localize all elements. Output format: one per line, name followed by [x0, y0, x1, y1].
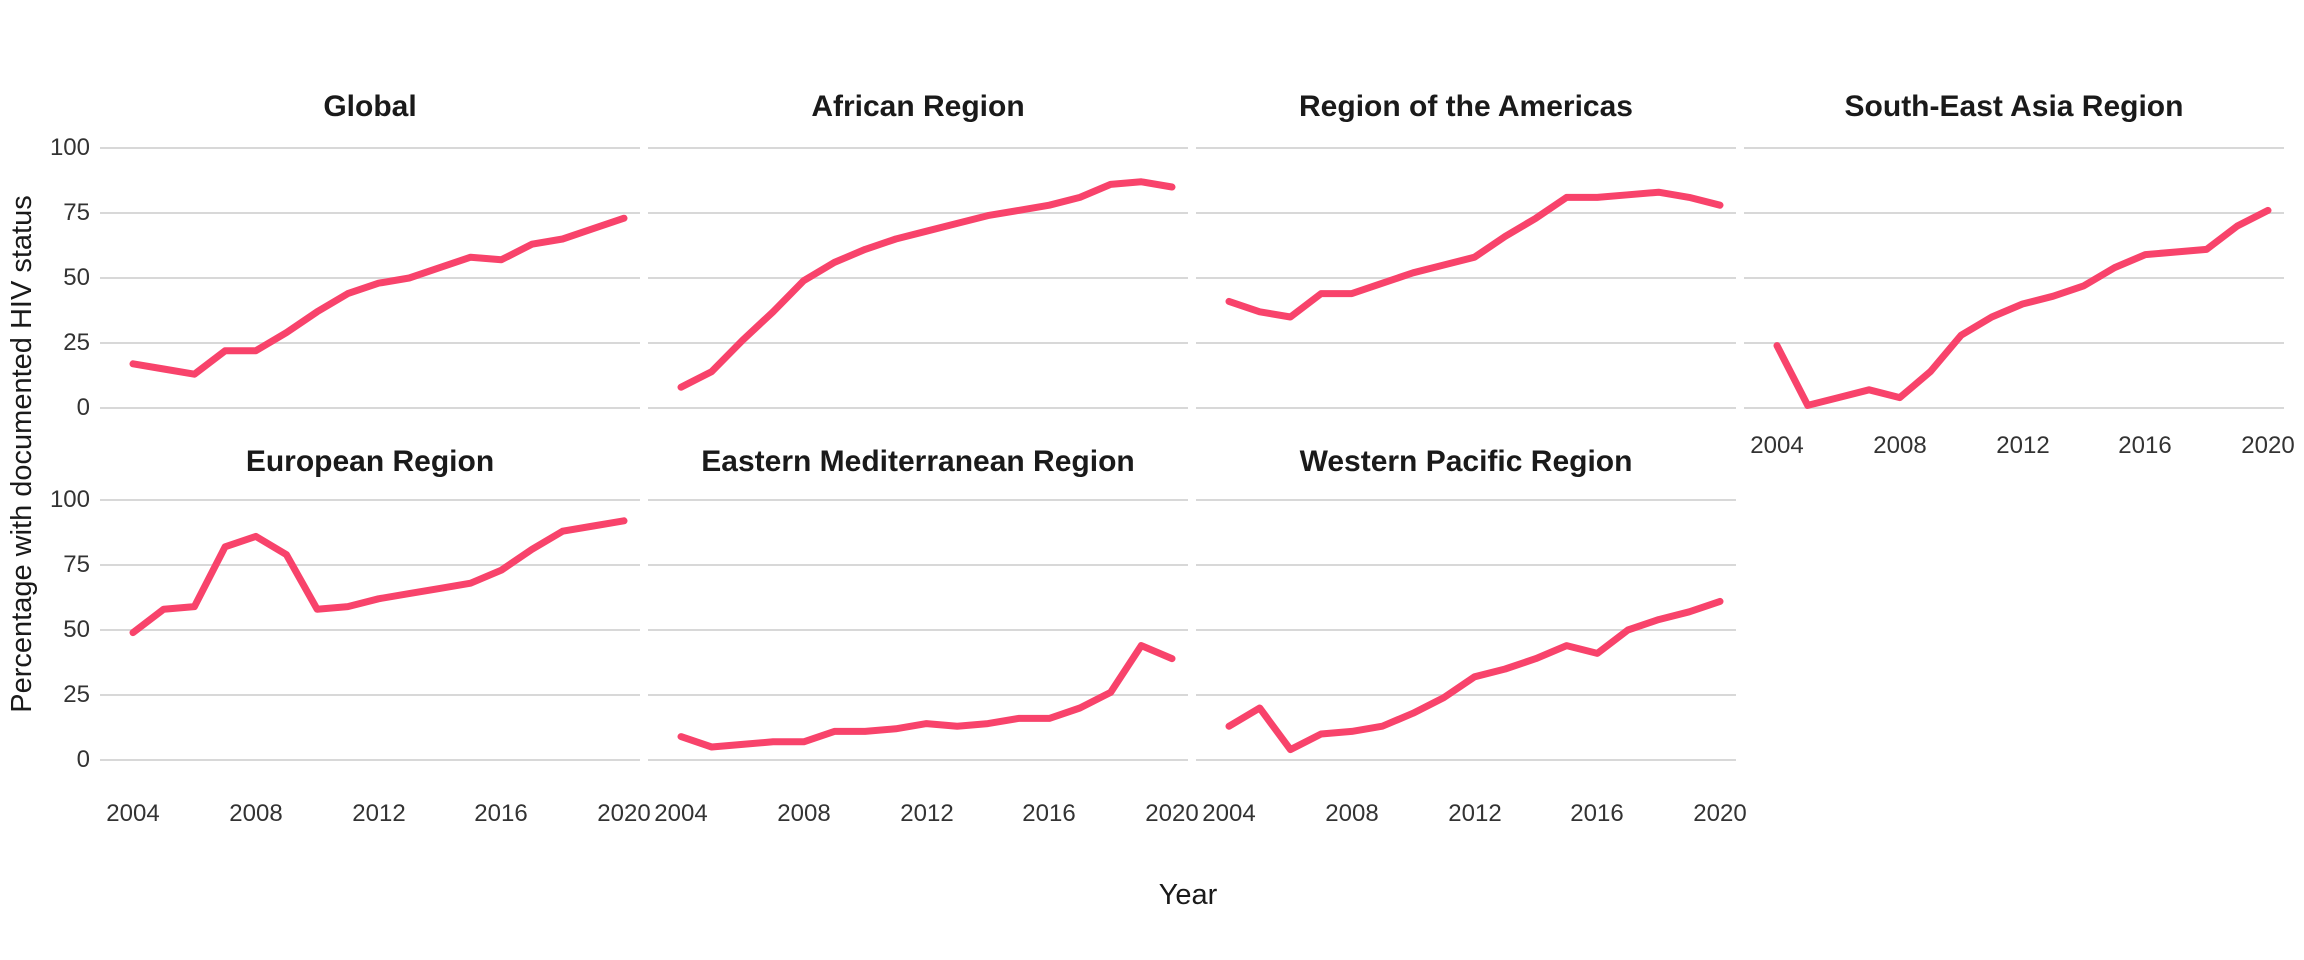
x-tick-label: 2008 [1873, 432, 1927, 459]
y-tick-label: 75 [63, 551, 90, 578]
x-tick-label: 2004 [654, 800, 708, 827]
plot-panel [1196, 487, 1736, 770]
facet-title: Eastern Mediterranean Region [701, 445, 1135, 478]
x-tick-label: 2008 [229, 800, 283, 827]
x-tick-label: 2020 [2241, 432, 2295, 459]
data-series-line [129, 214, 628, 378]
x-axis-title: Year [1158, 879, 1218, 911]
y-tick-label: 0 [76, 746, 90, 773]
y-axis-title: Percentage with documented HIV status [6, 195, 38, 713]
x-tick-label: 2008 [777, 800, 831, 827]
y-tick-label: 100 [49, 134, 90, 161]
facet-title: Region of the Americas [1299, 90, 1633, 123]
x-tick-label: 2004 [1750, 432, 1804, 459]
facet-region-of-the-americas: Region of the Americas [1196, 0, 1736, 960]
panel-canvas [648, 499, 1188, 761]
x-tick-label: 2012 [900, 800, 954, 827]
plot-panel [648, 487, 1188, 770]
y-tick-label: 50 [63, 616, 90, 643]
x-tick-label: 2012 [1448, 800, 1502, 827]
facet-european-region: European Region 2004 2008 2012 2016 2020 [100, 0, 651, 960]
facet-title: Western Pacific Region [1299, 445, 1633, 478]
plot-panel [648, 135, 1188, 418]
data-series-line [1225, 188, 1724, 321]
facet-title: South-East Asia Region [1844, 90, 2184, 123]
y-tick-label: 0 [76, 394, 90, 421]
panel-canvas [100, 147, 640, 409]
plot-panel [1744, 135, 2284, 418]
x-tick-label: 2004 [106, 800, 160, 827]
facet-western-pacific-region: Western Pacific Region 2004 2008 2012 2016 20… [1196, 0, 1747, 960]
x-tick-label: 2020 [1693, 800, 1747, 827]
plot-panel [100, 487, 640, 770]
panel-canvas [1196, 147, 1736, 409]
x-tick-label: 2004 [1202, 800, 1256, 827]
data-series-line [1773, 206, 2272, 409]
data-series-line [677, 178, 1176, 391]
facet-global: Global [100, 0, 640, 960]
x-tick-label: 2016 [474, 800, 528, 827]
facet-title: European Region [245, 445, 495, 478]
data-series-line [677, 642, 1176, 751]
data-series-line [129, 517, 628, 637]
x-tick-label: 2012 [1996, 432, 2050, 459]
y-tick-label: 75 [63, 199, 90, 226]
panel-canvas [1196, 499, 1736, 761]
y-tick-label: 25 [63, 681, 90, 708]
x-tick-label: 2020 [1145, 800, 1199, 827]
panel-canvas [648, 147, 1188, 409]
data-series-line [1225, 597, 1724, 754]
x-tick-label: 2020 [597, 800, 651, 827]
panel-canvas [100, 499, 640, 761]
x-tick-label: 2016 [1570, 800, 1624, 827]
facet-african-region: African Region [648, 0, 1188, 960]
panel-canvas [1744, 147, 2284, 409]
facet-title: African Region [811, 90, 1025, 123]
facet-south-east-asia-region: South-East Asia Region 2004 2008 2012 2016 20… [1744, 0, 2295, 960]
x-tick-label: 2016 [2118, 432, 2172, 459]
x-tick-label: 2012 [352, 800, 406, 827]
facet-eastern-mediterranean-region: Eastern Mediterranean Region 2004 2008 2012… [648, 0, 1199, 960]
facet-title: Global [323, 90, 417, 123]
plot-panel [1196, 135, 1736, 418]
y-tick-label: 100 [49, 486, 90, 513]
x-tick-label: 2016 [1022, 800, 1076, 827]
plot-panel [100, 135, 640, 418]
x-tick-label: 2008 [1325, 800, 1379, 827]
y-tick-label: 25 [63, 329, 90, 356]
y-tick-label: 50 [63, 264, 90, 291]
